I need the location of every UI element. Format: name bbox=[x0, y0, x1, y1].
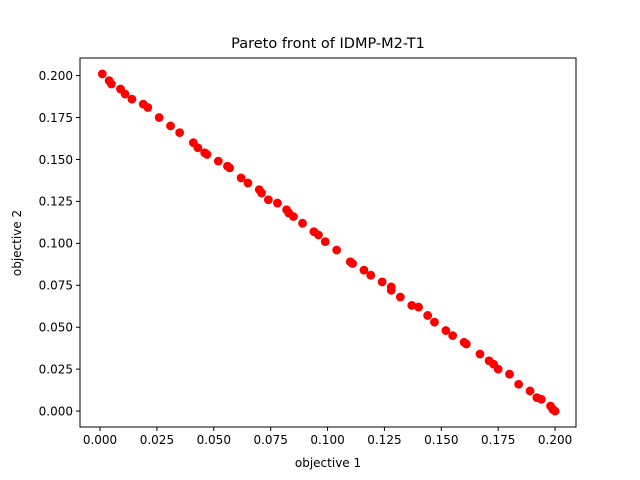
data-point bbox=[407, 301, 417, 310]
x-tick-label: 0.025 bbox=[140, 433, 174, 447]
data-point bbox=[120, 89, 130, 99]
data-point bbox=[320, 237, 330, 247]
data-point bbox=[225, 163, 235, 173]
y-tick-label: 0.000 bbox=[39, 404, 73, 418]
x-tick-label: 0.100 bbox=[310, 433, 344, 447]
data-point bbox=[127, 94, 137, 104]
data-point bbox=[505, 369, 514, 379]
y-tick-label: 0.150 bbox=[39, 153, 73, 167]
data-point bbox=[166, 121, 175, 131]
data-point bbox=[154, 113, 164, 122]
y-tick-label: 0.200 bbox=[39, 69, 73, 83]
data-point bbox=[493, 364, 503, 374]
data-point bbox=[430, 317, 439, 327]
x-tick-label: 0.175 bbox=[481, 433, 515, 447]
data-point bbox=[243, 178, 253, 188]
data-point bbox=[366, 270, 376, 280]
x-axis-title: objective 1 bbox=[295, 456, 361, 470]
data-point bbox=[441, 326, 451, 335]
x-tick-label: 0.125 bbox=[367, 433, 401, 447]
y-tick-label: 0.125 bbox=[39, 195, 73, 209]
data-point bbox=[213, 156, 223, 166]
data-point bbox=[359, 265, 369, 275]
data-point bbox=[423, 311, 433, 320]
data-point bbox=[550, 406, 560, 416]
data-point bbox=[348, 259, 357, 268]
data-point bbox=[475, 349, 485, 359]
x-tick-label: 0.150 bbox=[424, 433, 458, 447]
y-tick-label: 0.100 bbox=[39, 237, 73, 251]
data-point bbox=[414, 302, 423, 312]
x-tick-label: 0.050 bbox=[197, 433, 231, 447]
data-point bbox=[143, 103, 153, 112]
data-point bbox=[395, 292, 405, 302]
data-point bbox=[202, 150, 212, 159]
x-tick-label: 0.000 bbox=[83, 433, 117, 447]
data-point bbox=[289, 212, 298, 221]
data-point bbox=[461, 339, 471, 349]
data-point bbox=[257, 188, 266, 198]
data-point bbox=[273, 198, 282, 208]
data-point bbox=[193, 143, 203, 153]
data-point bbox=[298, 218, 307, 228]
data-point bbox=[332, 245, 342, 255]
data-point bbox=[97, 69, 107, 79]
y-tick-label: 0.025 bbox=[39, 362, 73, 376]
data-point bbox=[514, 379, 524, 389]
data-point bbox=[107, 79, 116, 89]
x-tick-label: 0.075 bbox=[253, 433, 287, 447]
y-axis-title: objective 2 bbox=[10, 210, 24, 276]
data-point bbox=[236, 173, 246, 183]
data-point bbox=[386, 285, 396, 295]
plot-frame bbox=[79, 57, 577, 428]
data-point bbox=[448, 331, 458, 340]
x-tick-label: 0.200 bbox=[538, 433, 572, 447]
data-point bbox=[263, 195, 273, 205]
data-point bbox=[314, 230, 323, 240]
y-tick-label: 0.175 bbox=[39, 111, 73, 125]
y-tick-label: 0.050 bbox=[39, 321, 73, 335]
data-point bbox=[537, 394, 546, 404]
data-point bbox=[175, 128, 185, 138]
plot-area: 0.000 0.025 0.050 0.075 0.100 0.125 0.150 0.175… bbox=[39, 57, 577, 447]
y-tick-label: 0.075 bbox=[39, 279, 73, 293]
data-point bbox=[377, 277, 387, 287]
data-point bbox=[525, 386, 535, 396]
chart-title: Pareto front of IDMP-M2-T1 bbox=[231, 36, 425, 52]
